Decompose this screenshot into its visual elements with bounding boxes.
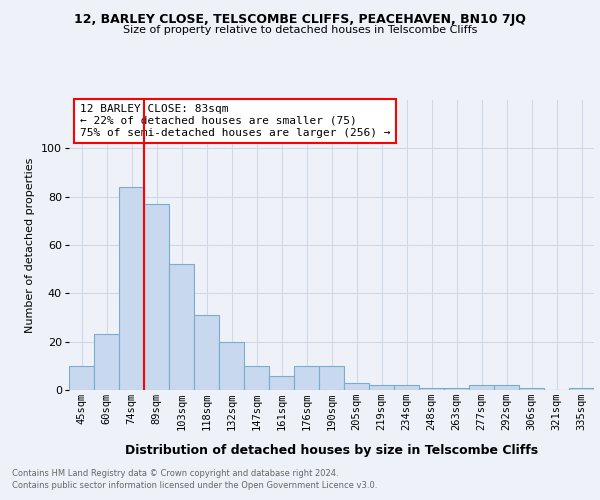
Bar [444, 388, 469, 390]
Bar [369, 385, 394, 390]
Bar [394, 385, 419, 390]
Bar [469, 385, 494, 390]
Bar [519, 388, 544, 390]
Bar [569, 388, 594, 390]
Bar [244, 366, 269, 390]
Bar [269, 376, 294, 390]
Bar [119, 187, 144, 390]
Text: Size of property relative to detached houses in Telscombe Cliffs: Size of property relative to detached ho… [123, 25, 477, 35]
Bar [294, 366, 319, 390]
X-axis label: Distribution of detached houses by size in Telscombe Cliffs: Distribution of detached houses by size … [125, 444, 538, 457]
Bar [494, 385, 519, 390]
Bar [419, 388, 444, 390]
Bar [169, 264, 194, 390]
Text: Contains public sector information licensed under the Open Government Licence v3: Contains public sector information licen… [12, 481, 377, 490]
Y-axis label: Number of detached properties: Number of detached properties [25, 158, 35, 332]
Bar [144, 204, 169, 390]
Bar [344, 383, 369, 390]
Bar [219, 342, 244, 390]
Bar [94, 334, 119, 390]
Bar [319, 366, 344, 390]
Text: 12 BARLEY CLOSE: 83sqm
← 22% of detached houses are smaller (75)
75% of semi-det: 12 BARLEY CLOSE: 83sqm ← 22% of detached… [79, 104, 390, 138]
Bar [69, 366, 94, 390]
Text: Contains HM Land Registry data © Crown copyright and database right 2024.: Contains HM Land Registry data © Crown c… [12, 468, 338, 477]
Bar [194, 315, 219, 390]
Text: 12, BARLEY CLOSE, TELSCOMBE CLIFFS, PEACEHAVEN, BN10 7JQ: 12, BARLEY CLOSE, TELSCOMBE CLIFFS, PEAC… [74, 12, 526, 26]
